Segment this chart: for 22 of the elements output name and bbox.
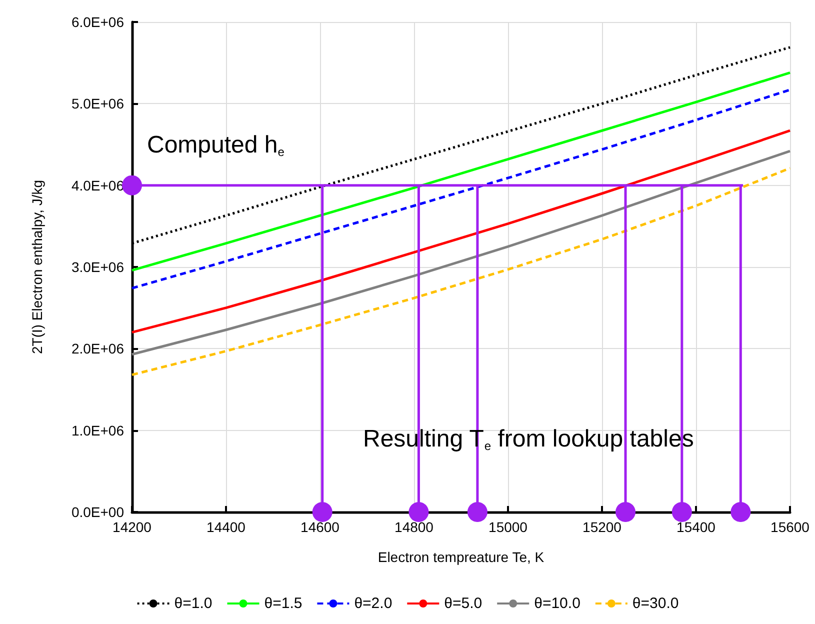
- y-tick-label: 0.0E+00: [71, 504, 124, 520]
- y-tick-label: 5.0E+06: [71, 96, 124, 112]
- x-tick-label: 15200: [582, 519, 622, 535]
- y-tick-label: 2.0E+06: [71, 340, 124, 357]
- y-tick-label: 3.0E+06: [71, 259, 124, 275]
- y-tick-label: 1.0E+06: [71, 422, 124, 438]
- y-axis-title: 2T(I) Electron enthalpy, J/kg: [29, 180, 45, 354]
- x-tick-label: 15600: [770, 519, 810, 535]
- legend-label: θ=2.0: [354, 595, 392, 612]
- x-tick-label: 14200: [112, 519, 152, 535]
- x-tick-label: 14600: [300, 519, 340, 535]
- legend-label: θ=30.0: [632, 595, 679, 612]
- x-axis-title: Electron tempreature Te, K: [378, 549, 545, 565]
- x-tick-label: 14800: [394, 519, 434, 535]
- legend-label: θ=1.5: [264, 595, 302, 612]
- legend-label: θ=5.0: [444, 595, 482, 612]
- x-tick-label: 15000: [488, 519, 528, 535]
- legend-label: θ=10.0: [534, 595, 580, 612]
- y-tick-label: 6.0E+06: [71, 14, 124, 30]
- x-tick-label: 14400: [206, 519, 246, 535]
- x-tick-label: 15400: [676, 519, 716, 535]
- legend-label: θ=1.0: [174, 595, 212, 612]
